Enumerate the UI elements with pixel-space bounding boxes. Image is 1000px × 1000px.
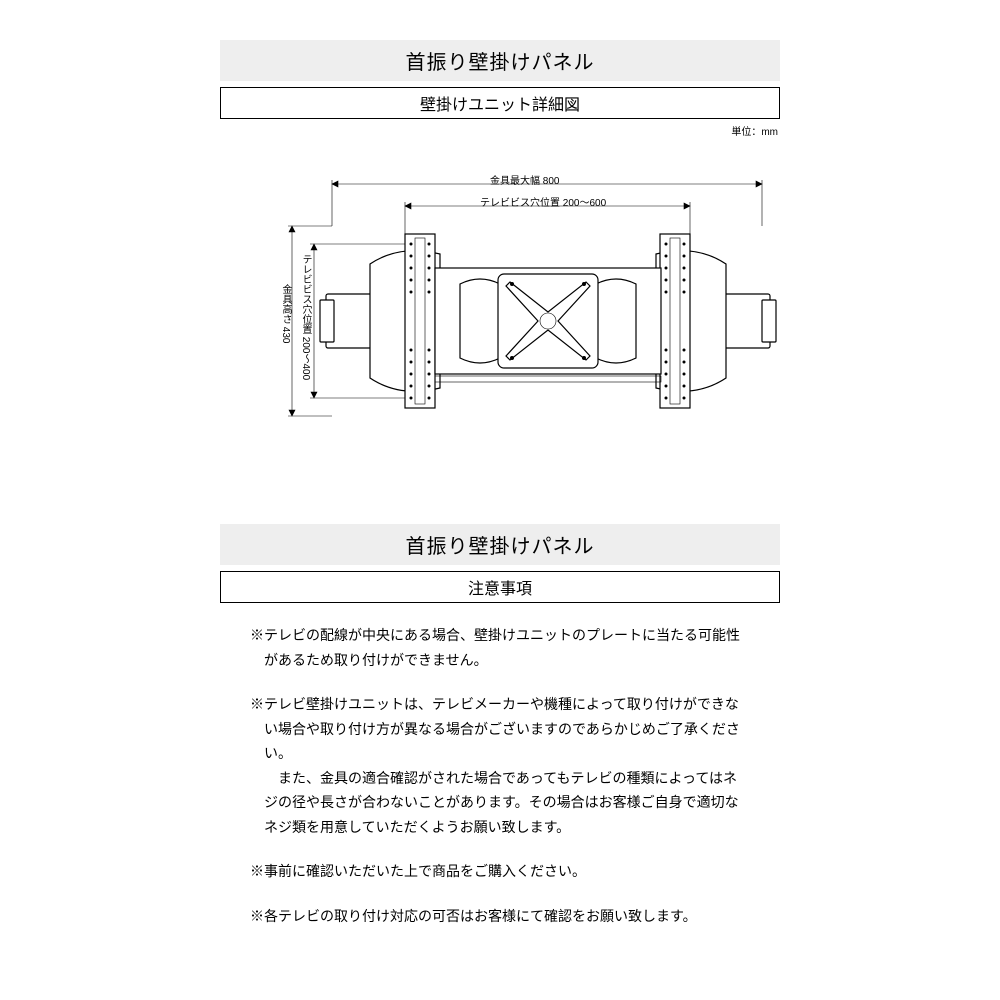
note-1: ※テレビの配線が中央にある場合、壁掛けユニットのプレートに当たる可能性があるため…: [250, 623, 750, 672]
note-3: ※事前に確認いただいた上で商品をご購入ください。: [250, 859, 750, 884]
diagram: 金具最大幅 800 テレビビス穴位置 200～600 金具高さ 430 テレビビ…: [220, 144, 780, 454]
section2-subtitle: 注意事項: [220, 571, 780, 603]
unit-label: 単位：mm: [220, 123, 780, 138]
note-2: ※テレビ壁掛けユニットは、テレビメーカーや機種によって取り付けができない場合や取…: [250, 692, 750, 839]
dim-screw-vert: テレビビス穴位置 200～400: [298, 254, 313, 380]
dim-screw-horiz: テレビビス穴位置 200～600: [480, 194, 606, 209]
section1-title: 首振り壁掛けパネル: [220, 40, 780, 81]
notes-block: ※テレビの配線が中央にある場合、壁掛けユニットのプレートに当たる可能性があるため…: [220, 623, 780, 928]
dim-max-width: 金具最大幅 800: [490, 172, 559, 187]
section2-title: 首振り壁掛けパネル: [220, 524, 780, 565]
note-4: ※各テレビの取り付け対応の可否はお客様にて確認をお願い致します。: [250, 904, 750, 929]
dim-height: 金具高さ 430: [278, 284, 293, 343]
section1-subtitle: 壁掛けユニット詳細図: [220, 87, 780, 119]
